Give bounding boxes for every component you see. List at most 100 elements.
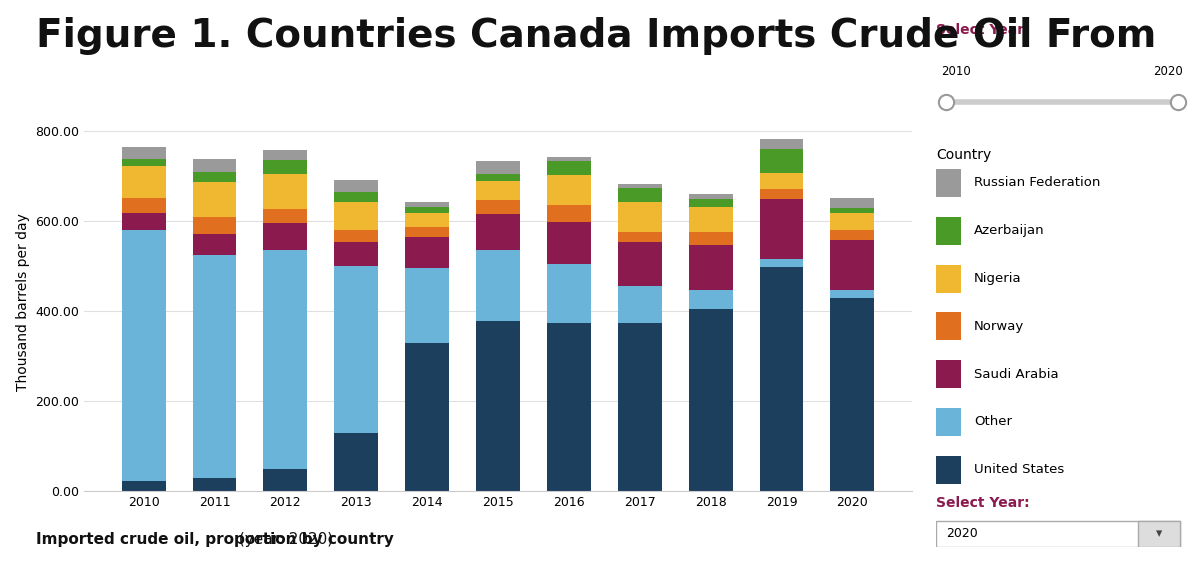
Text: Country: Country	[936, 148, 991, 162]
Bar	[335, 243, 378, 266]
Bar	[830, 230, 875, 240]
Bar	[760, 258, 804, 267]
Bar	[406, 267, 449, 343]
Bar	[192, 234, 236, 255]
Bar	[192, 159, 236, 171]
Bar	[760, 139, 804, 149]
Bar	[547, 161, 590, 175]
Bar	[121, 481, 166, 491]
Text: 2010: 2010	[941, 65, 971, 78]
Text: Figure 1. Countries Canada Imports Crude Oil From: Figure 1. Countries Canada Imports Crude…	[36, 17, 1157, 55]
FancyBboxPatch shape	[936, 521, 1181, 547]
Bar	[476, 214, 520, 249]
Bar	[618, 202, 661, 232]
Bar	[830, 208, 875, 213]
Bar	[263, 174, 307, 209]
Bar	[476, 181, 520, 200]
Bar	[476, 249, 520, 320]
Bar	[618, 184, 661, 188]
Bar	[476, 320, 520, 491]
FancyBboxPatch shape	[936, 360, 961, 388]
Bar	[547, 263, 590, 323]
Bar	[830, 198, 875, 208]
Bar	[618, 287, 661, 323]
Bar	[760, 267, 804, 491]
Bar	[476, 200, 520, 214]
Bar	[335, 192, 378, 202]
Text: United States: United States	[974, 463, 1064, 476]
Bar	[476, 174, 520, 181]
FancyBboxPatch shape	[936, 456, 961, 484]
Bar	[121, 159, 166, 166]
Bar	[335, 180, 378, 192]
Bar	[121, 199, 166, 213]
Text: Russian Federation: Russian Federation	[974, 177, 1100, 190]
Bar	[121, 166, 166, 199]
Bar	[476, 161, 520, 174]
Text: ▾: ▾	[1156, 527, 1162, 540]
FancyBboxPatch shape	[936, 408, 961, 436]
Bar	[335, 230, 378, 243]
Bar	[547, 222, 590, 263]
Bar	[547, 323, 590, 491]
Bar	[335, 266, 378, 433]
Bar	[406, 202, 449, 207]
Text: (year: 2020): (year: 2020)	[234, 532, 334, 547]
Text: Saudi Arabia: Saudi Arabia	[974, 368, 1058, 381]
Bar	[760, 190, 804, 199]
Bar	[689, 194, 733, 199]
Bar	[406, 343, 449, 491]
Bar	[192, 217, 236, 234]
Bar	[192, 182, 236, 217]
FancyBboxPatch shape	[936, 312, 961, 340]
Bar	[121, 213, 166, 230]
FancyBboxPatch shape	[1138, 521, 1181, 547]
FancyBboxPatch shape	[936, 217, 961, 245]
Bar	[618, 232, 661, 243]
Bar	[263, 469, 307, 491]
Bar	[547, 157, 590, 161]
Text: Other: Other	[974, 416, 1012, 429]
Bar	[689, 245, 733, 290]
Bar	[760, 173, 804, 190]
Bar	[830, 213, 875, 230]
Bar	[192, 255, 236, 478]
Bar	[618, 243, 661, 287]
Bar	[689, 290, 733, 310]
Bar	[263, 249, 307, 469]
Bar	[830, 240, 875, 290]
Text: Norway: Norway	[974, 320, 1024, 333]
Text: 2020: 2020	[946, 527, 978, 540]
Bar	[335, 433, 378, 491]
Bar	[760, 149, 804, 173]
Bar	[406, 227, 449, 237]
Text: Select Year:: Select Year:	[936, 496, 1030, 510]
Bar	[263, 209, 307, 223]
Bar	[406, 207, 449, 213]
Bar	[335, 202, 378, 230]
Bar	[192, 478, 236, 491]
Bar	[830, 290, 875, 298]
Text: Nigeria: Nigeria	[974, 272, 1021, 285]
Bar	[689, 199, 733, 207]
Y-axis label: Thousand barrels per day: Thousand barrels per day	[16, 213, 30, 391]
FancyBboxPatch shape	[936, 169, 961, 197]
Bar	[689, 207, 733, 232]
Bar	[263, 149, 307, 160]
Bar	[263, 160, 307, 174]
Bar	[830, 298, 875, 491]
Text: Imported crude oil, proportion by country: Imported crude oil, proportion by countr…	[36, 532, 394, 547]
Text: 2020: 2020	[1153, 65, 1183, 78]
Text: Select Year:: Select Year:	[936, 23, 1030, 37]
FancyBboxPatch shape	[936, 265, 961, 293]
Bar	[121, 230, 166, 481]
Text: Azerbaijan: Azerbaijan	[974, 224, 1044, 237]
Bar	[547, 205, 590, 222]
Bar	[406, 237, 449, 267]
Bar	[263, 223, 307, 249]
Bar	[192, 171, 236, 182]
Bar	[547, 175, 590, 205]
Bar	[406, 213, 449, 227]
Bar	[689, 310, 733, 491]
Bar	[618, 188, 661, 202]
